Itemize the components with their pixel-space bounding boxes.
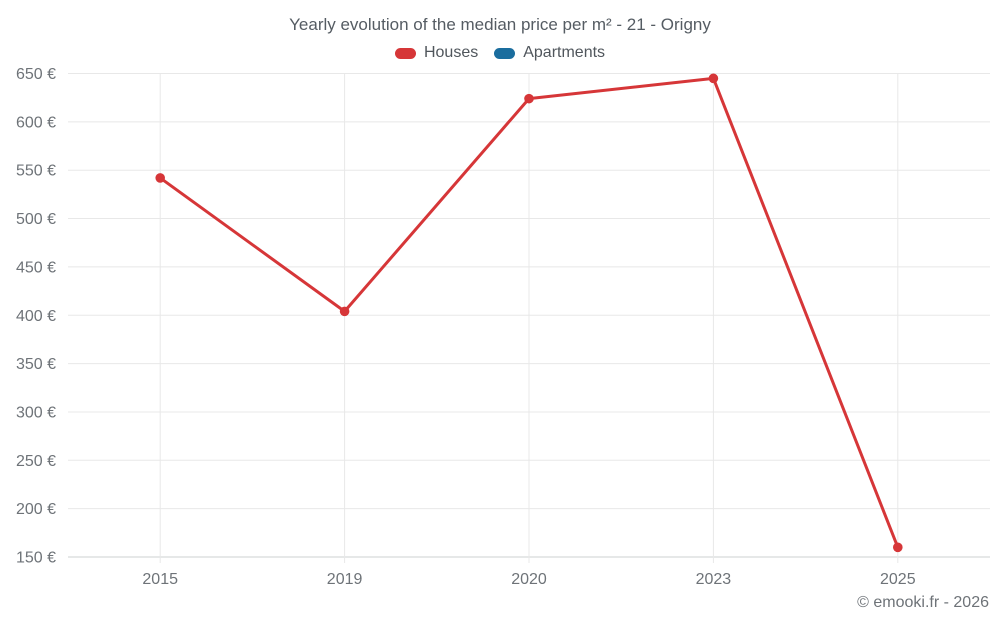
svg-text:2025: 2025 xyxy=(880,571,916,588)
chart-title: Yearly evolution of the median price per… xyxy=(289,15,711,34)
svg-text:2015: 2015 xyxy=(142,571,178,588)
y-axis-labels: 150 € 200 € 250 € 300 € 350 € 400 € 450 € 500 €… xyxy=(16,66,56,567)
legend-label: Apartments xyxy=(523,44,606,61)
svg-text:250 €: 250 € xyxy=(16,453,56,470)
x-gridlines xyxy=(159,73,899,563)
svg-text:600 €: 600 € xyxy=(16,114,56,131)
svg-text:150 €: 150 € xyxy=(16,550,56,567)
svg-text:550 €: 550 € xyxy=(16,163,56,180)
legend-swatch-apartments xyxy=(494,47,516,59)
data-point-2025[interactable] xyxy=(893,542,903,553)
svg-text:450 €: 450 € xyxy=(16,259,56,276)
svg-text:2023: 2023 xyxy=(696,571,732,588)
svg-text:300 €: 300 € xyxy=(16,404,56,421)
data-point-2020[interactable] xyxy=(524,93,534,104)
x-axis-labels: 2015 2019 2020 2023 2025 xyxy=(142,571,915,588)
svg-text:400 €: 400 € xyxy=(16,308,56,325)
legend: Houses Apartments xyxy=(0,44,1000,62)
svg-text:2019: 2019 xyxy=(327,571,363,588)
legend-label: Houses xyxy=(423,44,479,61)
svg-text:500 €: 500 € xyxy=(16,211,56,228)
series-houses xyxy=(155,73,903,553)
legend-item-apartments[interactable]: Apartments xyxy=(494,44,605,62)
legend-swatch-houses xyxy=(394,47,416,59)
copyright: © emooki.fr - 2026 xyxy=(857,594,989,611)
svg-text:650 €: 650 € xyxy=(16,66,56,83)
svg-text:350 €: 350 € xyxy=(16,356,56,373)
data-point-2023[interactable] xyxy=(708,73,719,84)
data-point-2015[interactable] xyxy=(155,173,165,183)
svg-text:200 €: 200 € xyxy=(16,501,56,518)
data-point-2019[interactable] xyxy=(339,306,350,317)
svg-text:2020: 2020 xyxy=(511,571,547,588)
legend-item-houses[interactable]: Houses xyxy=(394,44,479,62)
